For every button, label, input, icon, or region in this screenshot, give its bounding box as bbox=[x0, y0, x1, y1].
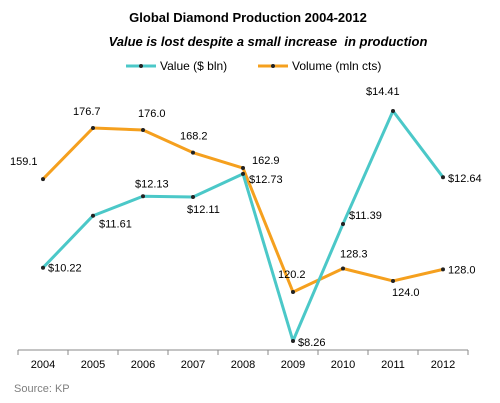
data-label-volume-2012: 128.0 bbox=[448, 264, 476, 276]
x-tick-label-2006: 2006 bbox=[131, 359, 155, 371]
data-label-volume-2011: 124.0 bbox=[392, 287, 420, 299]
point-volume-2010 bbox=[341, 266, 345, 271]
x-tick-label-2009: 2009 bbox=[281, 359, 305, 371]
data-label-volume-2008: 162.9 bbox=[252, 155, 280, 167]
legend-label-value: Value ($ bln) bbox=[160, 59, 227, 73]
point-value-2010 bbox=[341, 221, 345, 226]
point-volume-2005 bbox=[91, 126, 95, 130]
x-tick-label-2005: 2005 bbox=[81, 359, 105, 371]
point-value-2012 bbox=[441, 175, 445, 180]
data-label-value-2006: $12.13 bbox=[135, 178, 169, 190]
legend-label-volume: Volume (mln cts) bbox=[292, 59, 381, 73]
x-tick-label-2012: 2012 bbox=[431, 359, 455, 371]
legend-marker-value bbox=[139, 64, 143, 68]
point-value-2007 bbox=[191, 195, 195, 200]
chart-subtitle: Value is lost despite a small increase i… bbox=[109, 34, 428, 49]
data-label-volume-2007: 168.2 bbox=[180, 131, 208, 143]
data-label-value-2007: $12.11 bbox=[187, 204, 220, 216]
data-label-value-2005: $11.61 bbox=[99, 219, 132, 231]
data-label-volume-2010: 128.3 bbox=[340, 248, 368, 260]
chart-title: Global Diamond Production 2004-2012 bbox=[129, 10, 367, 25]
point-volume-2008 bbox=[241, 166, 245, 171]
point-volume-2012 bbox=[441, 267, 445, 272]
data-labels: $10.22 $11.61 $12.13 $12.11 $12.73 $8.26 $11.3… bbox=[10, 86, 482, 349]
data-label-value-2010: $11.39 bbox=[349, 210, 382, 222]
legend: Value ($ bln) Volume (mln cts) bbox=[126, 59, 381, 73]
data-label-value-2011: $14.41 bbox=[366, 86, 400, 98]
point-value-2009 bbox=[291, 339, 295, 343]
point-volume-2007 bbox=[191, 150, 195, 155]
x-tick-label-2004: 2004 bbox=[31, 359, 55, 371]
data-label-volume-2006: 176.0 bbox=[138, 108, 166, 120]
data-label-volume-2005: 176.7 bbox=[73, 106, 101, 118]
data-label-value-2012: $12.64 bbox=[448, 173, 482, 185]
data-label-value-2008: $12.73 bbox=[249, 174, 283, 186]
x-tick-label-2011: 2011 bbox=[381, 359, 405, 371]
data-label-value-2004: $10.22 bbox=[48, 263, 82, 275]
series-line-volume bbox=[41, 126, 444, 294]
x-tick-label-2007: 2007 bbox=[181, 359, 205, 371]
legend-marker-volume bbox=[271, 64, 275, 68]
legend-item-value: Value ($ bln) bbox=[126, 59, 227, 73]
data-label-value-2009: $8.26 bbox=[298, 337, 326, 349]
series-layer bbox=[41, 109, 445, 343]
point-volume-2009 bbox=[291, 290, 295, 294]
point-volume-2004 bbox=[41, 177, 45, 182]
point-value-2011 bbox=[391, 109, 395, 113]
x-axis-ticks bbox=[17, 350, 469, 355]
data-label-volume-2004: 159.1 bbox=[10, 156, 38, 168]
point-value-2005 bbox=[91, 213, 95, 218]
source-note: Source: KP bbox=[14, 383, 70, 395]
point-value-2004 bbox=[41, 265, 45, 270]
x-tick-label-2008: 2008 bbox=[231, 359, 255, 371]
data-label-volume-2009: 120.2 bbox=[278, 269, 306, 281]
point-volume-2006 bbox=[141, 128, 145, 133]
point-value-2008 bbox=[241, 171, 245, 176]
point-volume-2011 bbox=[391, 278, 395, 283]
legend-item-volume: Volume (mln cts) bbox=[258, 59, 381, 73]
x-axis-labels: 2004 2005 2006 2007 2008 2009 2010 2011 2012 bbox=[31, 359, 455, 371]
x-tick-label-2010: 2010 bbox=[331, 359, 355, 371]
point-value-2006 bbox=[141, 194, 145, 199]
